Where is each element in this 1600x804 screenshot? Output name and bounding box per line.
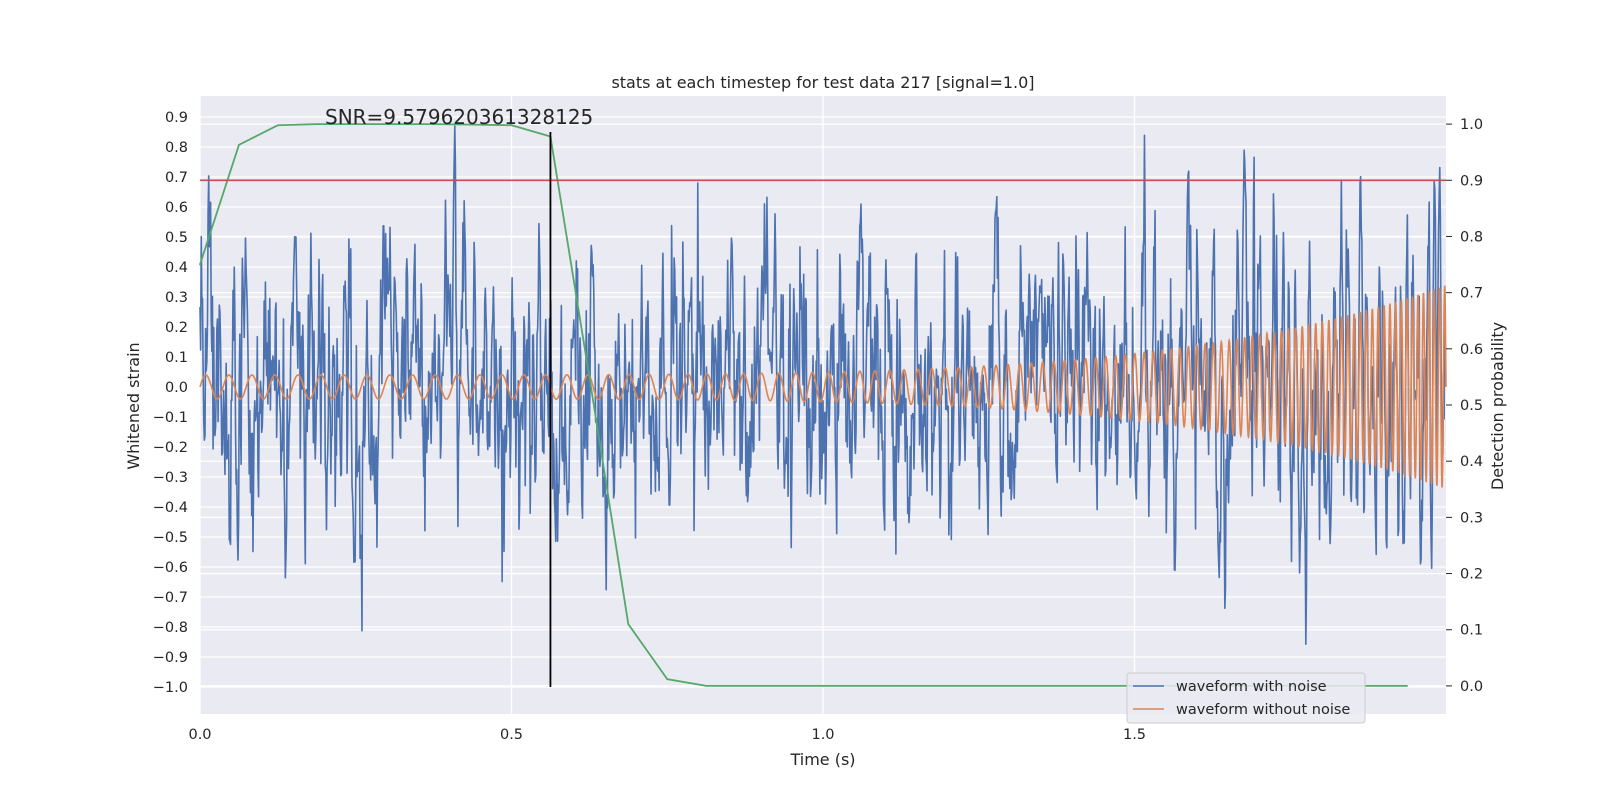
probability-point [276, 124, 279, 127]
y-tick-label: −0.6 [153, 560, 188, 576]
probability-point [627, 623, 630, 626]
probability-point [744, 685, 747, 687]
probability-point [899, 685, 902, 687]
y-tick-label: 0.4 [165, 260, 188, 276]
probability-point [666, 678, 669, 681]
y2-tick-label: 0.2 [1460, 567, 1483, 583]
probability-point [783, 685, 785, 687]
probability-point [238, 143, 240, 146]
probability-point [510, 124, 513, 127]
y-tick-label: 0.6 [165, 200, 188, 216]
y-tick-label: 0.3 [165, 290, 188, 306]
snr-annotation: SNR=9.579620361328125 [325, 105, 593, 129]
probability-point [977, 685, 980, 687]
y-tick-label: 0.1 [165, 350, 188, 366]
y-tick-label: 0.8 [165, 140, 188, 156]
y2-tick-label: 0.5 [1460, 398, 1483, 414]
tick-labels: 0.0 0.5 1.0 1.5 −1.0 −0.9 −0.8 −0.7 −0.6 −0.5 −0.4… [153, 110, 1483, 743]
probability-point [1016, 685, 1019, 687]
y-tick-label: −0.7 [153, 590, 188, 606]
probability-point [938, 685, 941, 687]
legend-label-clean: waveform without noise [1176, 702, 1350, 718]
x-tick-label: 0.0 [188, 727, 211, 743]
y2-tick-label: 0.0 [1460, 679, 1483, 695]
probability-point [1367, 685, 1370, 687]
probability-point [471, 123, 474, 126]
probability-point [432, 123, 435, 125]
y-tick-label: −0.1 [153, 410, 188, 426]
series-waveform-without-noise [199, 285, 1447, 488]
y2-tick-label: 0.6 [1460, 342, 1483, 358]
y-tick-label: 0.9 [165, 110, 188, 126]
probability-point [822, 685, 824, 687]
y2-tick-label: 0.8 [1460, 229, 1483, 245]
y2-tick-label: 0.1 [1460, 623, 1483, 639]
y-tick-label: 0.7 [165, 170, 188, 186]
legend: waveform with noise waveform without noi… [1126, 672, 1366, 724]
legend-label-noisy: waveform with noise [1176, 679, 1327, 695]
probability-point [861, 685, 863, 687]
series-waveform-with-noise [199, 125, 1447, 646]
y-tick-label: −0.2 [153, 440, 188, 456]
probability-point [1094, 685, 1097, 687]
x-tick-label: 0.5 [500, 727, 523, 743]
y-tick-label: −0.8 [153, 620, 188, 636]
chart-title: stats at each timestep for test data 217… [611, 73, 1034, 92]
x-axis-title: Time (s) [789, 750, 855, 769]
probability-point [199, 263, 201, 266]
y2-tick-label: 0.3 [1460, 510, 1483, 526]
legend-box [1126, 672, 1366, 724]
probability-point [705, 685, 708, 687]
y-tick-label: −0.4 [153, 500, 188, 516]
probability-point [1055, 685, 1058, 687]
y-tick-label: −0.5 [153, 530, 188, 546]
x-tick-label: 1.5 [1123, 727, 1146, 743]
y-tick-label: −0.9 [153, 650, 188, 666]
probability-point [588, 376, 591, 378]
y-tick-label: −1.0 [153, 680, 188, 696]
y2-tick-label: 0.9 [1460, 173, 1483, 189]
y-tick-label: −0.3 [153, 470, 188, 486]
y-axis-title: Whitened strain [124, 342, 143, 469]
probability-point [354, 123, 357, 125]
x-tick-label: 1.0 [811, 727, 834, 743]
y2-axis-title: Detection probability [1488, 322, 1507, 490]
probability-point [315, 123, 318, 125]
y-tick-label: 0.5 [165, 230, 188, 246]
probability-point [393, 123, 396, 125]
y2-tick-label: 0.4 [1460, 454, 1483, 470]
y-tick-label: 0.2 [165, 320, 188, 336]
y2-tick-label: 1.0 [1460, 117, 1483, 133]
probability-point [1406, 685, 1408, 687]
y2-tick-label: 0.7 [1460, 286, 1483, 302]
y-tick-label: 0.0 [165, 380, 188, 396]
